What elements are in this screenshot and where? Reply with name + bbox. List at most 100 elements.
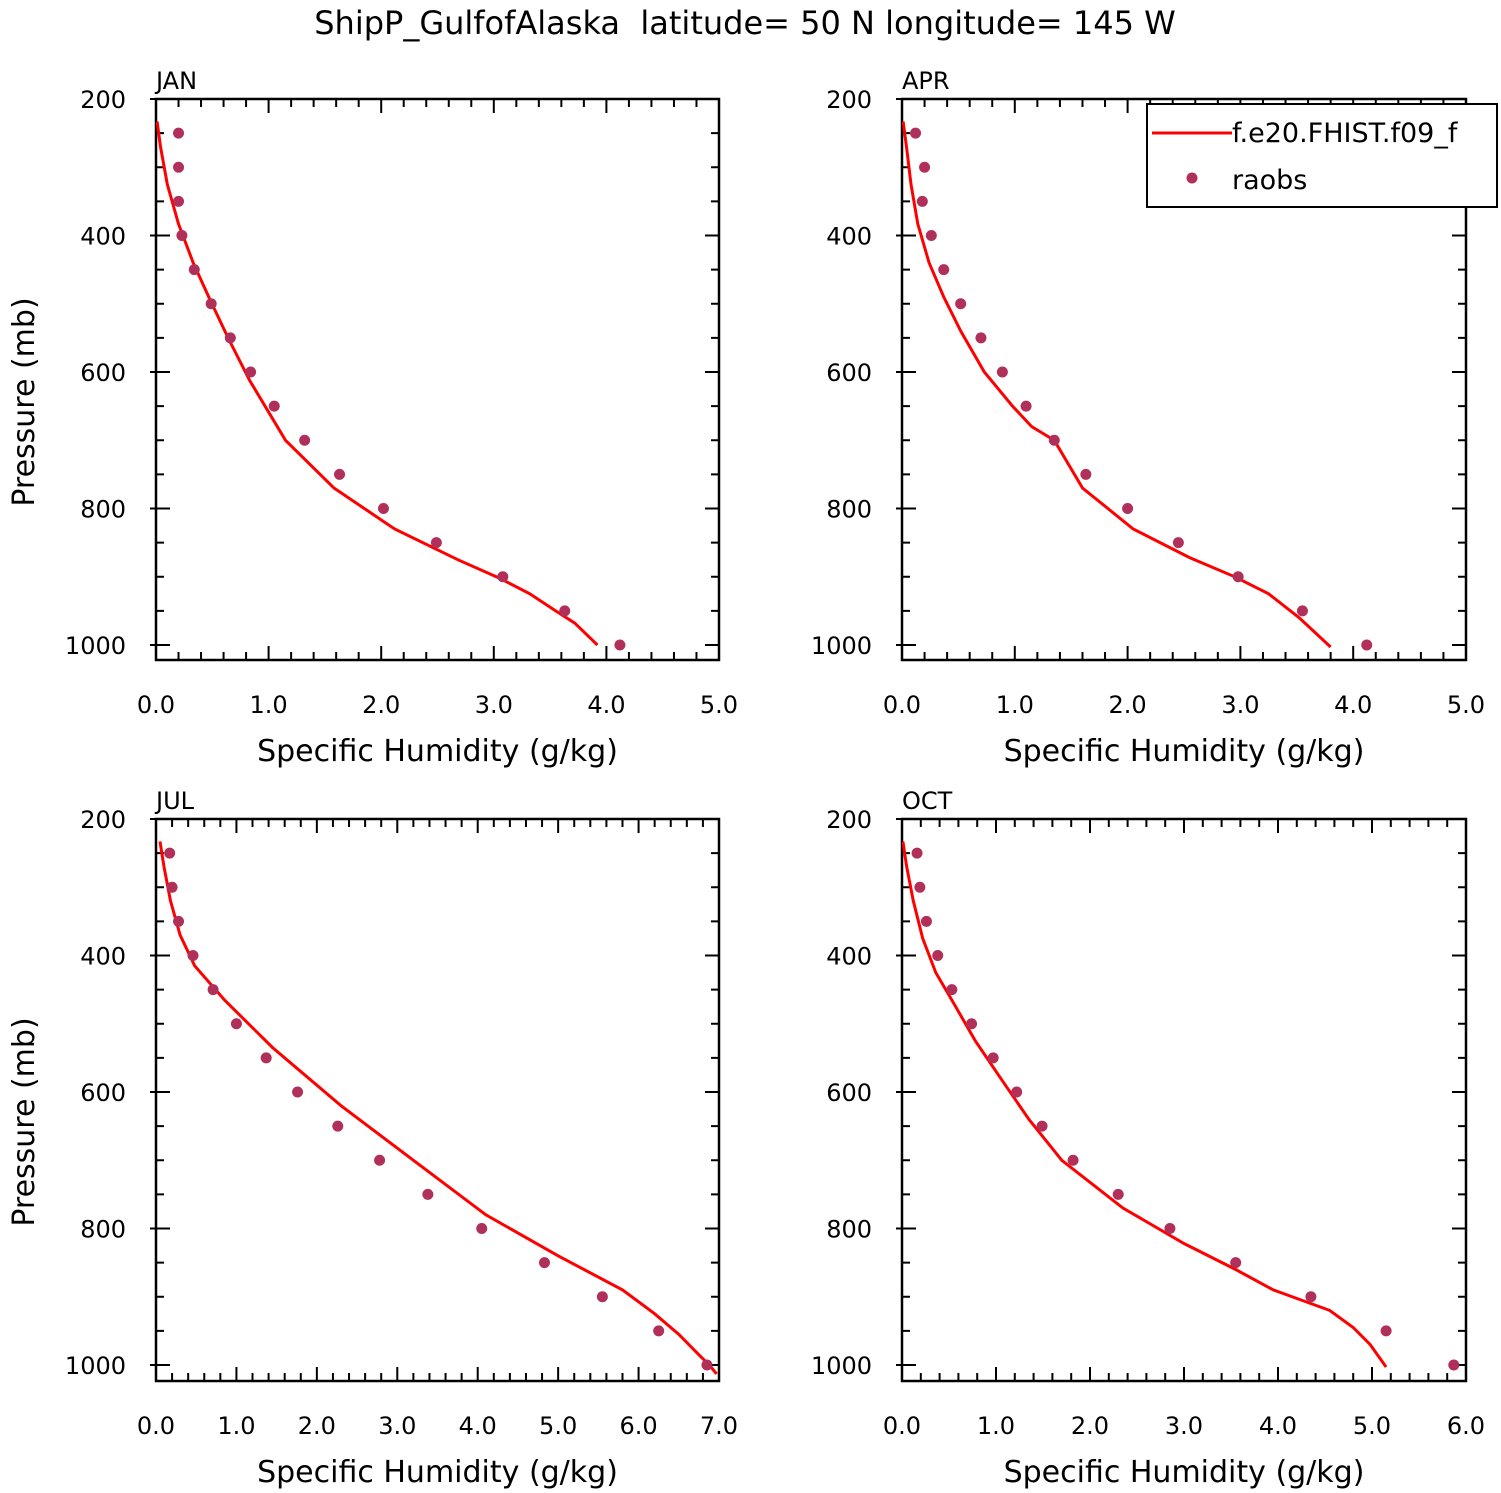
y-tick-label: 1000 [65, 632, 126, 660]
plot-frame [900, 97, 1468, 662]
raobs-point [430, 537, 442, 549]
x-tick-label: 3.0 [378, 1412, 416, 1440]
raobs-point [173, 195, 185, 207]
x-tick-label: 5.0 [700, 691, 738, 719]
y-tick-label: 200 [80, 86, 126, 114]
raobs-point [1172, 537, 1184, 549]
raobs-point [164, 847, 176, 859]
plot-frame [154, 817, 721, 1383]
y-tick-label: 400 [80, 943, 126, 971]
raobs-point [377, 503, 389, 514]
plot-frame [900, 817, 1468, 1383]
raobs-point [919, 161, 931, 173]
x-tick-label: 3.0 [1221, 691, 1259, 719]
x-tick-label: 2.0 [1071, 1412, 1109, 1440]
raobs-point [268, 400, 280, 412]
model-series-line [156, 121, 599, 647]
raobs-point [1448, 1359, 1460, 1371]
raobs-point [975, 332, 987, 344]
raobs-point [914, 881, 926, 893]
raobs-point [292, 1086, 304, 1098]
panel-label: APR [902, 67, 950, 95]
raobs-point [187, 950, 199, 961]
plot-frame [154, 97, 721, 662]
raobs-point [1230, 1257, 1242, 1269]
raobs-point [299, 434, 311, 446]
raobs-point [1080, 468, 1092, 480]
y-tick-label: 200 [826, 806, 872, 834]
raobs-point [422, 1188, 434, 1200]
x-axis-label: Specific Humidity (g/kg) [257, 734, 618, 769]
figure-title: ShipP_GulfofAlaska latitude= 50 N longit… [314, 4, 1176, 42]
raobs-point [701, 1359, 713, 1371]
raobs-point [205, 298, 217, 310]
y-tick-label: 1000 [811, 1352, 872, 1380]
x-axis-label: Specific Humidity (g/kg) [1004, 734, 1365, 769]
raobs-point [1112, 1188, 1124, 1200]
panel-label: JUL [154, 787, 195, 815]
raobs-point [1036, 1120, 1048, 1132]
raobs-point [925, 230, 937, 241]
x-tick-label: 4.0 [1334, 691, 1372, 719]
y-tick-label: 600 [80, 359, 126, 387]
y-tick-label: 600 [80, 1079, 126, 1107]
raobs-point [173, 127, 185, 139]
raobs-point [955, 298, 967, 310]
legend-obs-swatch [1186, 172, 1198, 184]
y-tick-label: 600 [826, 1079, 872, 1107]
y-tick-label: 1000 [65, 1352, 126, 1380]
y-tick-label: 600 [826, 359, 872, 387]
x-tick-label: 4.0 [459, 1412, 497, 1440]
panel-oct: OCT 0.0 1.0 2.0 3.0 4.0 5.0 6.0 200 400 600 800 1000… [811, 787, 1485, 1490]
panel-jul: JUL 0.0 1.0 2.0 3.0 4.0 5.0 6.0 7.0 200 400 600 800 1… [7, 787, 738, 1490]
y-tick-label: 800 [826, 1216, 872, 1244]
panel-label: JAN [154, 67, 197, 95]
x-tick-label: 2.0 [298, 1412, 336, 1440]
y-tick-label: 400 [826, 943, 872, 971]
raobs-point [653, 1325, 665, 1337]
raobs-point [176, 230, 188, 241]
y-tick-label: 200 [80, 806, 126, 834]
legend-obs-label: raobs [1232, 165, 1307, 196]
x-tick-label: 1.0 [217, 1412, 255, 1440]
x-tick-label: 3.0 [475, 691, 513, 719]
raobs-point [260, 1052, 272, 1064]
raobs-point [946, 984, 958, 996]
panel-label: OCT [902, 787, 953, 815]
x-tick-label: 5.0 [1447, 691, 1485, 719]
x-tick-label: 1.0 [996, 691, 1034, 719]
raobs-point [996, 366, 1008, 378]
raobs-point [1361, 639, 1373, 651]
model-series-line [158, 841, 718, 1375]
x-tick-label: 6.0 [1447, 1412, 1485, 1440]
raobs-point [374, 1154, 386, 1166]
legend-box [1146, 103, 1498, 208]
raobs-point [932, 950, 944, 961]
raobs-point [1296, 605, 1308, 617]
x-tick-label: 4.0 [1259, 1412, 1297, 1440]
raobs-point [538, 1257, 550, 1269]
x-tick-label: 0.0 [137, 1412, 175, 1440]
raobs-point [987, 1052, 999, 1064]
raobs-point [920, 915, 932, 927]
y-tick-label: 800 [80, 496, 126, 524]
raobs-point [173, 915, 185, 927]
x-tick-label: 0.0 [883, 691, 921, 719]
raobs-point [966, 1018, 978, 1030]
y-axis-label: Pressure (mb) [7, 1017, 42, 1226]
y-tick-label: 400 [80, 223, 126, 251]
raobs-point [911, 847, 923, 859]
raobs-point [596, 1291, 608, 1303]
x-tick-label: 2.0 [362, 691, 400, 719]
raobs-point [334, 468, 346, 480]
raobs-point [1380, 1325, 1392, 1337]
raobs-point [614, 639, 626, 651]
x-tick-label: 7.0 [700, 1412, 738, 1440]
x-tick-label: 2.0 [1109, 691, 1147, 719]
x-axis-label: Specific Humidity (g/kg) [257, 1455, 618, 1490]
raobs-point [559, 605, 571, 617]
y-tick-label: 400 [826, 223, 872, 251]
raobs-point [1067, 1154, 1079, 1166]
raobs-point [938, 264, 950, 276]
raobs-point [1048, 434, 1060, 446]
